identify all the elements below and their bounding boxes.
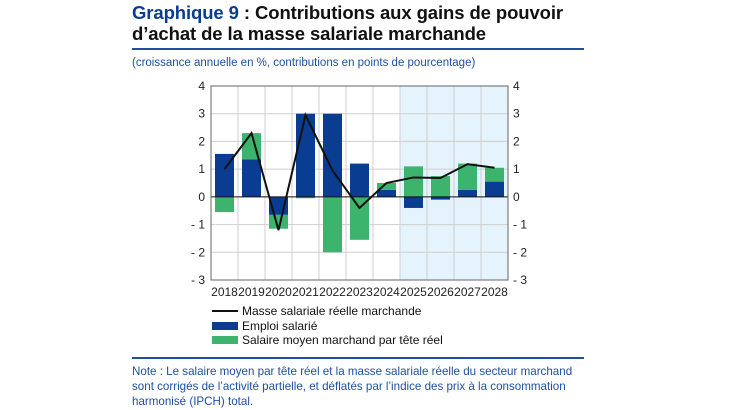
y-tick-label-right: 3 xyxy=(513,107,520,121)
y-tick-label-left: - 1 xyxy=(191,218,205,232)
legend-swatch xyxy=(212,336,238,345)
y-tick-label-left: - 3 xyxy=(191,273,205,287)
x-tick-label: 2022 xyxy=(319,285,346,299)
bar-salaire xyxy=(485,167,504,182)
y-tick-label-right: 0 xyxy=(513,190,520,204)
chart-number: Graphique 9 xyxy=(132,2,239,23)
y-tick-label-left: - 2 xyxy=(191,245,205,259)
plot-frame xyxy=(210,85,509,281)
bar-emploi xyxy=(350,163,369,197)
legend-swatch xyxy=(212,310,238,313)
bar-salaire xyxy=(458,163,477,190)
bar-emploi xyxy=(242,159,261,197)
bar-salaire xyxy=(269,214,288,229)
y-tick-label-left: 0 xyxy=(198,190,205,204)
y-tick-label-right: - 3 xyxy=(513,273,527,287)
bar-salaire xyxy=(215,196,234,213)
x-tick-label: 2024 xyxy=(373,285,400,299)
legend-item: Salaire moyen marchand par tête réel xyxy=(212,333,443,348)
y-tick-label-left: 2 xyxy=(198,134,205,148)
y-tick-label-left: 4 xyxy=(198,79,205,93)
bar-salaire xyxy=(377,183,396,190)
bar-emploi xyxy=(458,189,477,197)
legend-label: Masse salariale réelle marchande xyxy=(242,304,422,319)
y-tick-label-right: - 1 xyxy=(513,218,527,232)
legend-label: Salaire moyen marchand par tête réel xyxy=(242,333,443,348)
y-tick-label-right: 1 xyxy=(513,162,520,176)
note-divider xyxy=(132,357,584,359)
bar-emploi xyxy=(404,196,423,208)
x-tick-label: 2023 xyxy=(346,285,373,299)
x-tick-label: 2026 xyxy=(427,285,454,299)
x-tick-label: 2028 xyxy=(481,285,508,299)
bar-emploi xyxy=(377,189,396,197)
y-tick-label-left: 3 xyxy=(198,107,205,121)
legend-label: Emploi salarié xyxy=(242,318,318,333)
x-tick-label: 2019 xyxy=(238,285,265,299)
legend: Masse salariale réelle marchande Emploi s… xyxy=(212,304,443,348)
bar-emploi xyxy=(431,196,450,200)
legend-item: Emploi salarié xyxy=(212,319,443,334)
y-tick-label-right: 2 xyxy=(513,134,520,148)
bar-emploi xyxy=(296,113,315,197)
bar-salaire xyxy=(431,176,450,197)
chart-title: Graphique 9 : Contributions aux gains de… xyxy=(132,2,592,44)
y-tick-label-left: 1 xyxy=(198,162,205,176)
x-tick-label: 2018 xyxy=(211,285,238,299)
legend-item: Masse salariale réelle marchande xyxy=(212,304,443,319)
chart-note: Note : Le salaire moyen par tête réel et… xyxy=(132,365,573,408)
y-tick-label-right: 4 xyxy=(513,79,520,93)
header-divider xyxy=(132,48,584,50)
x-tick-label: 2021 xyxy=(292,285,319,299)
x-tick-label: 2027 xyxy=(454,285,481,299)
x-tick-label: 2020 xyxy=(265,285,292,299)
chart-subtitle: (croissance annuelle en %, contributions… xyxy=(132,57,476,69)
legend-swatch xyxy=(212,321,238,330)
bar-salaire xyxy=(296,196,315,199)
bar-emploi xyxy=(215,153,234,197)
bar-salaire xyxy=(323,196,342,253)
x-tick-label: 2025 xyxy=(400,285,427,299)
bar-emploi xyxy=(485,181,504,197)
y-tick-label-right: - 2 xyxy=(513,245,527,259)
bar-salaire xyxy=(350,196,369,240)
line-masse-salariale xyxy=(223,112,495,231)
bar-salaire xyxy=(404,166,423,197)
chart-title-text: : Contributions aux gains de pouvoir d’a… xyxy=(132,2,564,44)
